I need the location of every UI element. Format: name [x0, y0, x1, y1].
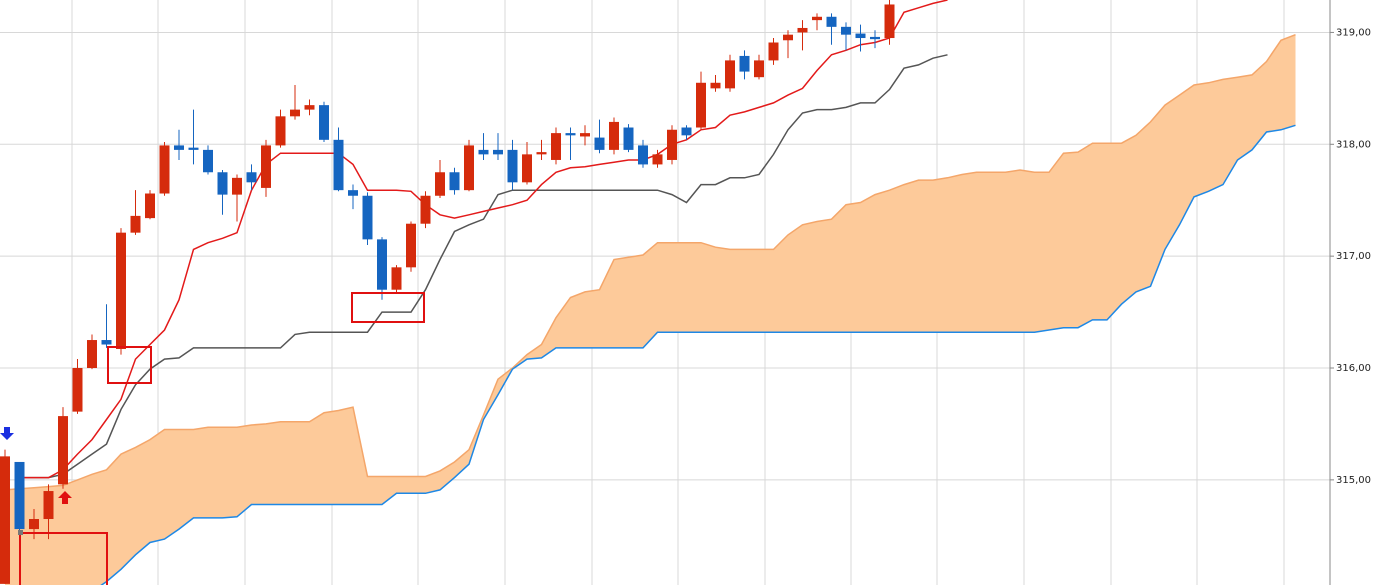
- candle-body: [536, 152, 547, 155]
- candle-body: [72, 368, 83, 412]
- cloud-lower-line: [100, 124, 1296, 585]
- highlight-box: [351, 292, 425, 323]
- candle-body: [884, 4, 895, 39]
- plot-area: [0, 0, 1296, 585]
- candle-body: [391, 267, 402, 290]
- candle-body: [609, 121, 619, 150]
- buy-arrow: [58, 491, 72, 504]
- sell-arrow: [0, 427, 14, 440]
- candle-body: [116, 232, 126, 349]
- candle-body: [739, 55, 750, 72]
- candle-body: [493, 149, 503, 155]
- candle-body: [203, 149, 213, 173]
- candle-body: [159, 145, 170, 194]
- candle-body: [725, 60, 735, 89]
- candle-body: [522, 154, 532, 183]
- candle-body: [812, 16, 822, 21]
- candle-body: [507, 149, 518, 183]
- y-tick-label: 319,00: [1336, 27, 1371, 38]
- candle-body: [638, 145, 648, 165]
- candle-body: [565, 133, 576, 136]
- candle-body: [58, 416, 68, 485]
- annotations: [0, 292, 425, 585]
- candle-body: [594, 137, 605, 150]
- candle-body: [362, 195, 373, 240]
- candle-body: [217, 172, 228, 195]
- candle-body: [710, 82, 721, 89]
- highlight-box: [107, 346, 152, 384]
- candle-body: [623, 127, 634, 150]
- candle-body: [478, 149, 489, 155]
- candle-body: [681, 127, 692, 136]
- candle-body: [101, 340, 112, 345]
- candle-body: [377, 239, 387, 290]
- candle-body: [188, 147, 199, 150]
- candle-body: [667, 129, 677, 160]
- candle-body: [246, 172, 257, 183]
- candle-body: [232, 177, 242, 195]
- marker-dot: [18, 530, 23, 535]
- candle-body: [43, 491, 54, 520]
- candle-body: [348, 190, 358, 196]
- candle-body: [870, 36, 880, 40]
- candle-body: [29, 519, 39, 530]
- cloud-upper-line: [4, 34, 1296, 491]
- indicator-line: [19, 54, 948, 479]
- candle-body: [304, 105, 315, 110]
- candle-body: [464, 145, 474, 191]
- y-tick-label: 317,00: [1336, 251, 1371, 262]
- candle-body: [319, 105, 329, 140]
- candle-body: [275, 116, 286, 146]
- y-tick-label: 316,00: [1336, 363, 1371, 374]
- candle-body: [145, 193, 155, 219]
- candle-body: [261, 145, 271, 188]
- y-tick-label: 315,00: [1336, 475, 1371, 486]
- candle-body: [449, 172, 460, 191]
- candle-body: [333, 139, 344, 191]
- candle-body: [783, 34, 793, 41]
- candle-body: [0, 456, 10, 584]
- candle-body: [696, 82, 706, 128]
- candle-body: [420, 195, 431, 224]
- cloud-fill: [5, 34, 1296, 585]
- candle-body: [551, 133, 561, 160]
- candle-body: [768, 42, 779, 61]
- candle-body: [290, 109, 300, 117]
- candle-body: [406, 223, 416, 268]
- highlight-box: [19, 532, 108, 585]
- candle-body: [87, 340, 97, 369]
- candle-body: [754, 60, 764, 78]
- candle-body: [174, 145, 184, 150]
- candle-body: [130, 215, 141, 233]
- price-axis: 315,00 316,00 317,00 318,00 319,00: [1329, 0, 1371, 585]
- indicator-line: [19, 0, 948, 479]
- candle-body: [841, 26, 851, 35]
- candle-body: [14, 461, 25, 530]
- y-tick-label: 318,00: [1336, 139, 1371, 150]
- candle-body: [826, 16, 837, 27]
- candle-body: [435, 172, 445, 196]
- candle-body: [797, 27, 808, 33]
- candle-body: [855, 33, 866, 39]
- candle-body: [580, 133, 590, 137]
- candle-body: [652, 154, 663, 165]
